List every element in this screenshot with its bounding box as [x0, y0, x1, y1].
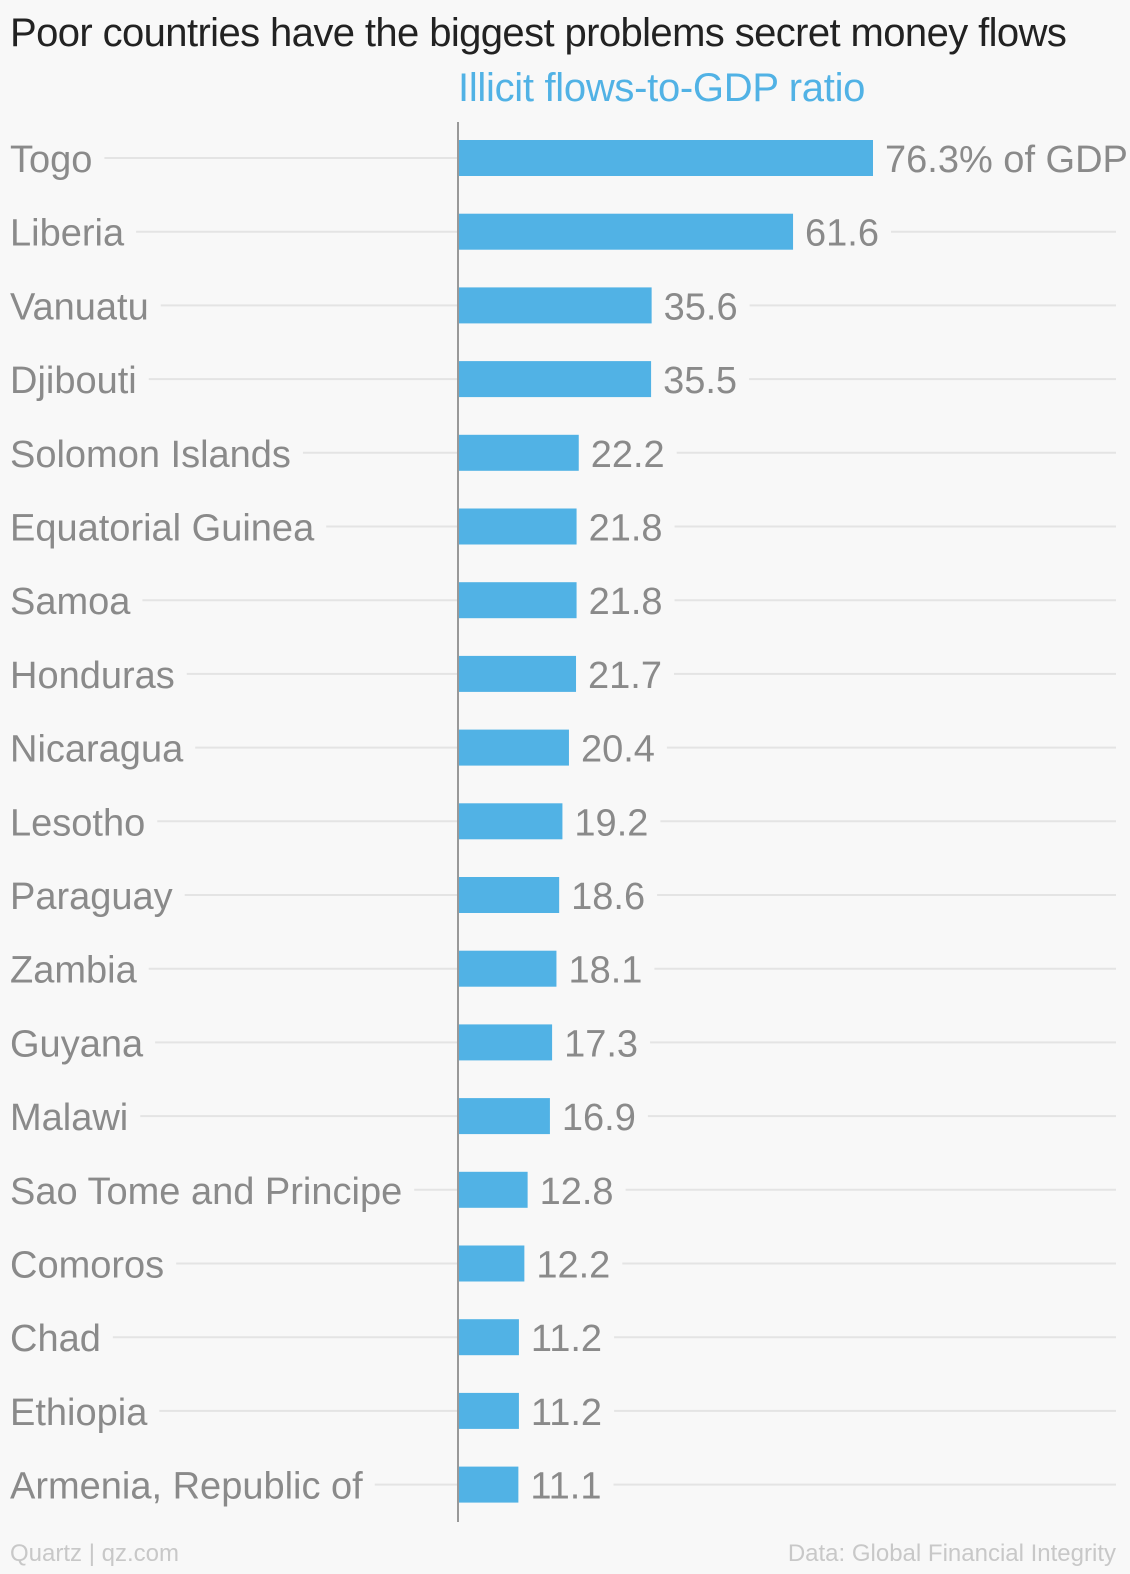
category-label-armenia-republic-of: Armenia, Republic of — [10, 1466, 363, 1508]
category-label-guyana: Guyana — [10, 1023, 144, 1065]
bar-liberia — [458, 213, 794, 250]
value-label-liberia: 61.6 — [805, 213, 879, 255]
bar-solomon-islands — [458, 434, 579, 471]
bar-malawi — [458, 1098, 550, 1135]
category-label-liberia: Liberia — [10, 213, 125, 255]
bar-djibouti — [458, 361, 652, 398]
category-label-paraguay: Paraguay — [10, 876, 173, 918]
value-label-honduras: 21.7 — [588, 655, 662, 697]
bar-comoros — [458, 1245, 525, 1282]
category-label-nicaragua: Nicaragua — [10, 729, 184, 771]
category-label-comoros: Comoros — [10, 1245, 164, 1287]
value-label-malawi: 16.9 — [562, 1097, 636, 1139]
bar-vanuatu — [458, 287, 652, 324]
chart-title: Poor countries have the biggest problems… — [10, 11, 1067, 55]
value-label-ethiopia: 11.2 — [531, 1392, 602, 1434]
value-label-vanuatu: 35.6 — [664, 286, 738, 328]
value-label-lesotho: 19.2 — [574, 802, 648, 844]
value-label-chad: 11.2 — [531, 1318, 602, 1360]
value-label-samoa: 21.8 — [589, 581, 663, 623]
category-label-vanuatu: Vanuatu — [10, 286, 149, 328]
value-label-guyana: 17.3 — [564, 1023, 638, 1065]
value-label-comoros: 12.2 — [536, 1245, 610, 1287]
value-label-solomon-islands: 22.2 — [591, 434, 665, 476]
bar-zambia — [458, 950, 557, 987]
category-label-honduras: Honduras — [10, 655, 175, 697]
category-label-togo: Togo — [10, 139, 92, 181]
bar-honduras — [458, 655, 577, 692]
bar-paraguay — [458, 877, 560, 913]
value-label-togo: 76.3% of GDP — [885, 139, 1128, 181]
category-label-chad: Chad — [10, 1318, 101, 1360]
bar-chad — [458, 1319, 519, 1356]
bar-guyana — [458, 1024, 553, 1061]
value-label-sao-tome-and-principe: 12.8 — [540, 1171, 614, 1213]
value-label-zambia: 18.1 — [568, 950, 642, 992]
grid-layer — [104, 157, 1116, 1486]
category-label-djibouti: Djibouti — [10, 360, 137, 402]
category-label-malawi: Malawi — [10, 1097, 128, 1139]
value-label-armenia-republic-of: 11.1 — [530, 1466, 601, 1508]
value-label-djibouti: 35.5 — [663, 360, 737, 402]
bar-equatorial-guinea — [458, 508, 577, 545]
series-legend-label: Illicit flows-to-GDP ratio — [458, 66, 866, 110]
category-label-ethiopia: Ethiopia — [10, 1392, 148, 1434]
value-label-paraguay: 18.6 — [571, 876, 645, 918]
bar-lesotho — [458, 803, 563, 840]
bar-ethiopia — [458, 1392, 519, 1429]
bar-nicaragua — [458, 729, 569, 766]
bar-sao-tome-and-principe — [458, 1171, 528, 1208]
footer-source-right: Data: Global Financial Integrity — [787, 1540, 1116, 1567]
bar-layer — [458, 140, 873, 1503]
value-label-equatorial-guinea: 21.8 — [589, 508, 663, 550]
category-label-samoa: Samoa — [10, 581, 131, 623]
category-label-equatorial-guinea: Equatorial Guinea — [10, 508, 315, 550]
category-label-lesotho: Lesotho — [10, 802, 145, 844]
label-layer: Togo 76.3% of GDP Liberia 61.6 Vanuatu 35.6 Dj… — [10, 139, 1128, 1508]
bar-togo — [458, 140, 873, 176]
category-label-solomon-islands: Solomon Islands — [10, 434, 291, 476]
footer-source-left: Quartz | qz.com — [10, 1540, 179, 1567]
bar-samoa — [458, 582, 577, 619]
value-label-nicaragua: 20.4 — [581, 729, 655, 771]
category-label-zambia: Zambia — [10, 950, 138, 992]
category-label-sao-tome-and-principe: Sao Tome and Principe — [10, 1171, 402, 1213]
bar-armenia-republic-of — [458, 1466, 519, 1503]
